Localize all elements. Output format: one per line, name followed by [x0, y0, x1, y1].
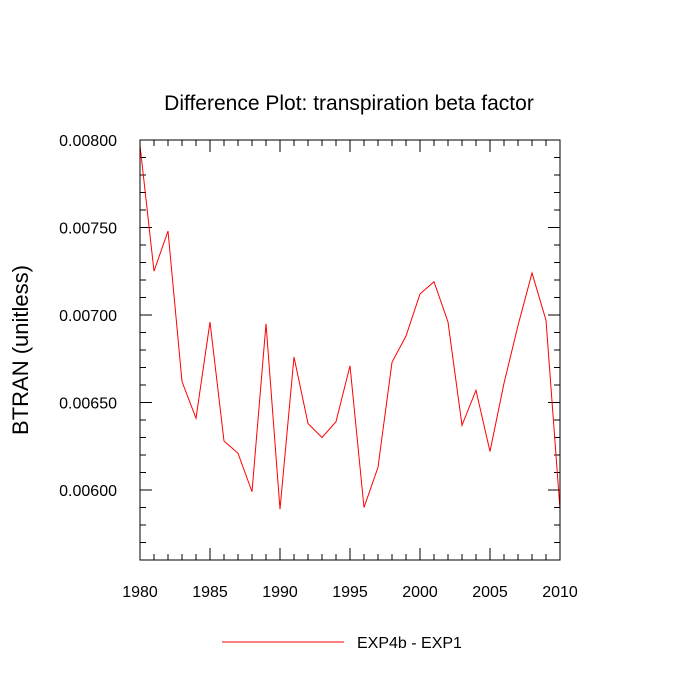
x-tick-label: 2010	[542, 584, 578, 601]
series-layer	[139, 145, 561, 510]
y-tick-label: 0.00600	[59, 483, 117, 500]
series-line	[139, 145, 561, 510]
axis-ticks	[139, 139, 561, 561]
y-tick-label: 0.00650	[59, 396, 117, 413]
chart-title: Difference Plot: transpiration beta fact…	[164, 92, 534, 115]
x-tick-label: 1995	[332, 584, 368, 601]
x-tick-label: 2000	[402, 584, 438, 601]
y-tick-label: 0.00700	[59, 308, 117, 325]
x-tick-label: 1985	[192, 584, 228, 601]
y-tick-label: 0.00750	[59, 221, 117, 238]
legend-label: EXP4b - EXP1	[357, 635, 462, 652]
x-tick-label: 2005	[472, 584, 508, 601]
plot-frame	[139, 139, 561, 561]
tick-labels: 1980 1985 1990 1995 2000 2005 2010 0.00600 0.006…	[59, 133, 578, 601]
x-tick-label: 1980	[122, 584, 158, 601]
y-axis-label: BTRAN (unitless)	[8, 265, 33, 435]
y-tick-label: 0.00800	[59, 133, 117, 150]
x-tick-label: 1990	[262, 584, 298, 601]
legend: EXP4b - EXP1	[222, 635, 462, 652]
